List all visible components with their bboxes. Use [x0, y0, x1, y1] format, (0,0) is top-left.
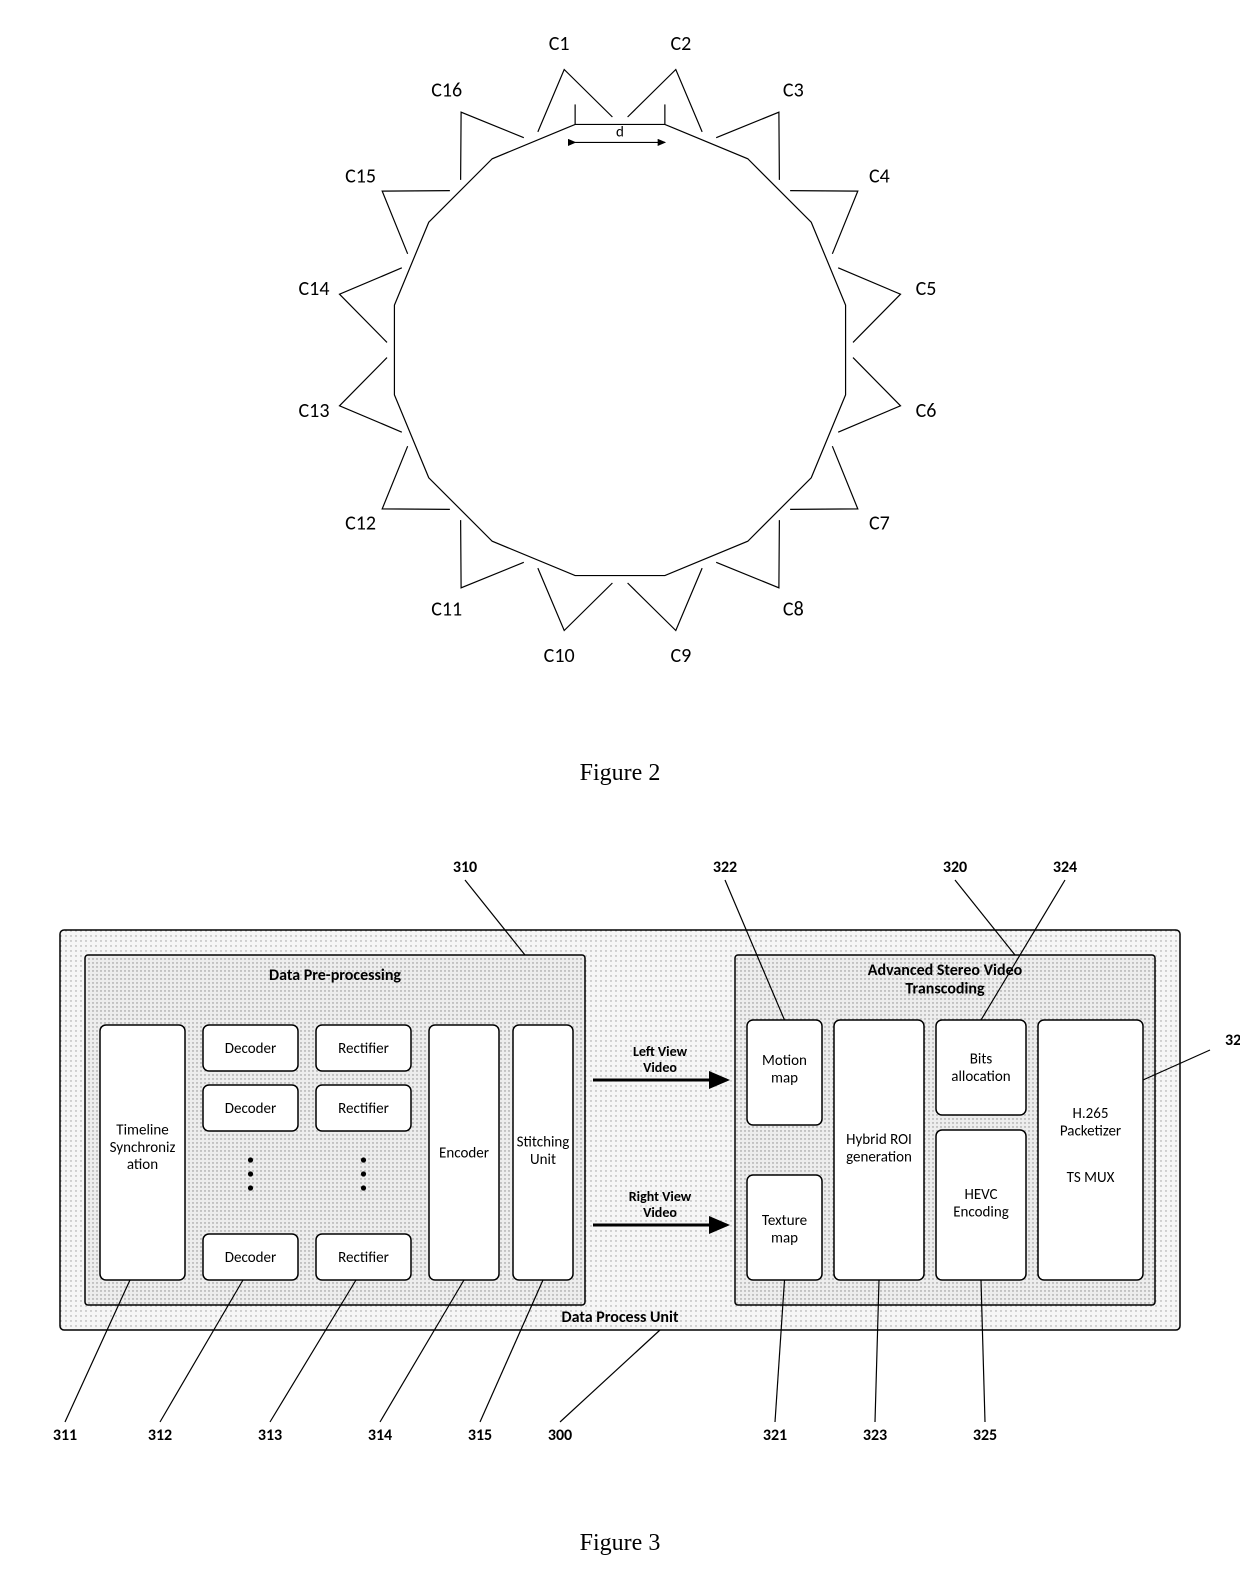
svg-text:Rectifier: Rectifier: [338, 1100, 389, 1118]
camera-label: C15: [345, 165, 376, 189]
ref-number: 300: [548, 1426, 572, 1445]
figure-2-diagram: C1 C2 C3 C4 C5 C6 C7 C8 C9 C10 C11 C12 C13 C14 C15 C16 d: [0, 0, 1240, 760]
camera-triangle: [790, 191, 858, 254]
camera-label: C5: [916, 277, 937, 301]
camera-triangle: [339, 358, 401, 433]
camera-label: C11: [431, 597, 462, 621]
ref-number: 320: [943, 858, 967, 877]
ref-number: 314: [368, 1426, 392, 1445]
figure-2-caption: Figure 2: [0, 760, 1240, 787]
camera-triangle: [716, 520, 779, 588]
ref-number: 313: [258, 1426, 282, 1445]
camera-label: C3: [783, 79, 804, 103]
camera-label: C16: [431, 79, 462, 103]
ref-number: 311: [53, 1426, 77, 1445]
camera-label: C6: [916, 399, 937, 423]
camera-label: C1: [549, 32, 570, 56]
figure-3-diagram: Data Pre-processingAdvanced Stereo Video…: [0, 830, 1240, 1530]
ref-number: 325: [973, 1426, 997, 1445]
svg-text:Data Pre-processing: Data Pre-processing: [269, 966, 401, 985]
svg-text:d: d: [616, 123, 624, 141]
camera-label: C12: [345, 511, 376, 535]
camera-label: C4: [869, 165, 890, 189]
ref-number: 321: [763, 1426, 787, 1445]
camera-triangle: [838, 358, 900, 433]
svg-text:Hybrid ROIgeneration: Hybrid ROIgeneration: [846, 1131, 912, 1166]
svg-text:Encoder: Encoder: [439, 1145, 489, 1163]
distance-marker: d: [575, 104, 665, 142]
camera-label: C13: [299, 399, 330, 423]
ref-number: 323: [863, 1426, 887, 1445]
camera-label: C7: [869, 511, 890, 535]
svg-text:Decoder: Decoder: [225, 1249, 276, 1267]
figure-3-caption: Figure 3: [0, 1530, 1240, 1557]
camera-triangle: [790, 446, 858, 509]
ref-number: 322: [713, 858, 737, 877]
camera-triangle: [382, 446, 450, 509]
camera-triangle: [339, 268, 401, 343]
ref-number: 310: [453, 858, 477, 877]
camera-triangle: [461, 520, 524, 588]
camera-label: C8: [783, 597, 804, 621]
camera-label: C10: [544, 644, 575, 668]
camera-label: C2: [670, 32, 691, 56]
svg-text:Decoder: Decoder: [225, 1040, 276, 1058]
camera-triangle: [716, 112, 779, 180]
ref-number: 312: [148, 1426, 172, 1445]
camera-ring: [394, 124, 845, 575]
camera-triangle: [461, 112, 524, 180]
camera-triangle: [628, 568, 703, 630]
ref-number: 324: [1053, 858, 1077, 877]
ref-number: 315: [468, 1426, 492, 1445]
camera-label: C9: [670, 644, 691, 668]
svg-text:Rectifier: Rectifier: [338, 1249, 389, 1267]
camera-label: C14: [299, 277, 330, 301]
svg-text:Rectifier: Rectifier: [338, 1040, 389, 1058]
camera-triangle: [838, 268, 900, 343]
svg-text:Data Process Unit: Data Process Unit: [562, 1308, 679, 1327]
camera-triangle: [538, 568, 613, 630]
camera-triangle: [382, 191, 450, 254]
svg-text:Decoder: Decoder: [225, 1100, 276, 1118]
svg-text:TS MUX: TS MUX: [1067, 1169, 1115, 1187]
ref-number: 326: [1225, 1031, 1240, 1050]
